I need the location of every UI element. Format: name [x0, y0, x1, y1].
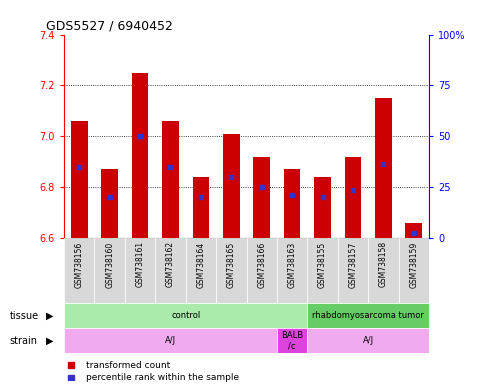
Text: tissue: tissue [10, 311, 39, 321]
Text: GSM738166: GSM738166 [257, 242, 266, 288]
Text: GSM738163: GSM738163 [287, 242, 297, 288]
Text: ▶: ▶ [45, 336, 53, 346]
Bar [95, 238, 125, 303]
Bar [277, 328, 307, 353]
Text: GSM738165: GSM738165 [227, 242, 236, 288]
Text: GSM738160: GSM738160 [105, 242, 114, 288]
Text: A/J: A/J [165, 336, 176, 345]
Text: GSM738162: GSM738162 [166, 242, 175, 288]
Text: GSM738158: GSM738158 [379, 242, 388, 288]
Text: A/J: A/J [362, 336, 374, 345]
Bar [307, 303, 429, 328]
Bar [277, 238, 307, 303]
Bar [125, 238, 155, 303]
Bar [307, 328, 429, 353]
Text: GSM738155: GSM738155 [318, 242, 327, 288]
Bar [253, 157, 270, 238]
Bar [64, 328, 277, 353]
Bar [64, 238, 95, 303]
Bar [71, 121, 88, 238]
Text: GSM738157: GSM738157 [349, 242, 357, 288]
Bar [398, 238, 429, 303]
Text: GDS5527 / 6940452: GDS5527 / 6940452 [46, 19, 173, 32]
Text: transformed count: transformed count [86, 361, 170, 370]
Bar [284, 169, 300, 238]
Bar [246, 238, 277, 303]
Bar [132, 73, 148, 238]
Bar [162, 121, 179, 238]
Text: strain: strain [10, 336, 38, 346]
Bar [405, 223, 422, 238]
Text: BALB
/c: BALB /c [281, 331, 303, 351]
Bar [307, 238, 338, 303]
Text: GSM738164: GSM738164 [196, 242, 206, 288]
Text: ▶: ▶ [45, 311, 53, 321]
Text: GSM738161: GSM738161 [136, 242, 144, 288]
Bar [375, 98, 391, 238]
Bar [102, 169, 118, 238]
Text: percentile rank within the sample: percentile rank within the sample [86, 373, 239, 382]
Bar [368, 238, 398, 303]
Bar [345, 157, 361, 238]
Bar [338, 238, 368, 303]
Bar [186, 238, 216, 303]
Text: GSM738156: GSM738156 [75, 242, 84, 288]
Text: control: control [171, 311, 200, 320]
Bar [193, 177, 209, 238]
Bar [314, 177, 331, 238]
Text: rhabdomyosarcoma tumor: rhabdomyosarcoma tumor [312, 311, 424, 320]
Bar [223, 134, 240, 238]
Bar [155, 238, 186, 303]
Bar [216, 238, 246, 303]
Bar [64, 303, 307, 328]
Text: GSM738159: GSM738159 [409, 242, 418, 288]
